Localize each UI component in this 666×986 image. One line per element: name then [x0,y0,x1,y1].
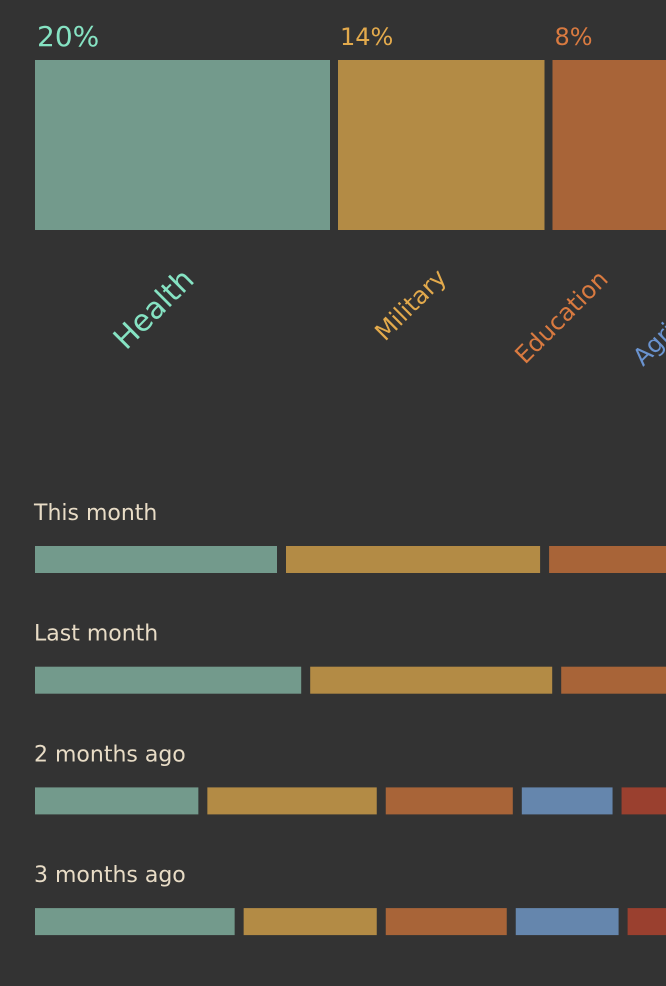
row-segment [243,908,377,936]
percent-label: 14% [340,23,393,51]
category-bar [338,60,545,230]
category-label: Military [369,264,452,347]
row-segment [35,787,199,815]
category-label: Health [107,262,201,356]
row-segment [561,666,666,694]
row-segment [621,787,666,815]
row-segment [549,546,666,573]
row-label: Last month [34,622,158,647]
row-segment [627,908,666,936]
row-segment [385,787,513,815]
row-segment [515,908,619,936]
row-segment [35,908,235,936]
row-label: 3 months ago [34,863,186,888]
category-label: Agri [627,317,666,371]
row-segment [35,666,302,694]
row-segment [521,787,613,815]
row-label: This month [33,501,157,526]
percent-label: 20% [37,20,99,53]
row-segment [286,546,541,573]
category-label: Education [509,265,613,369]
percent-label: 8% [555,23,593,51]
row-segment [35,546,277,573]
category-bar [552,60,666,230]
row-segment [207,787,377,815]
row-segment [310,666,553,694]
row-segment [385,908,507,936]
row-label: 2 months ago [34,742,186,767]
category-bar [35,60,330,230]
